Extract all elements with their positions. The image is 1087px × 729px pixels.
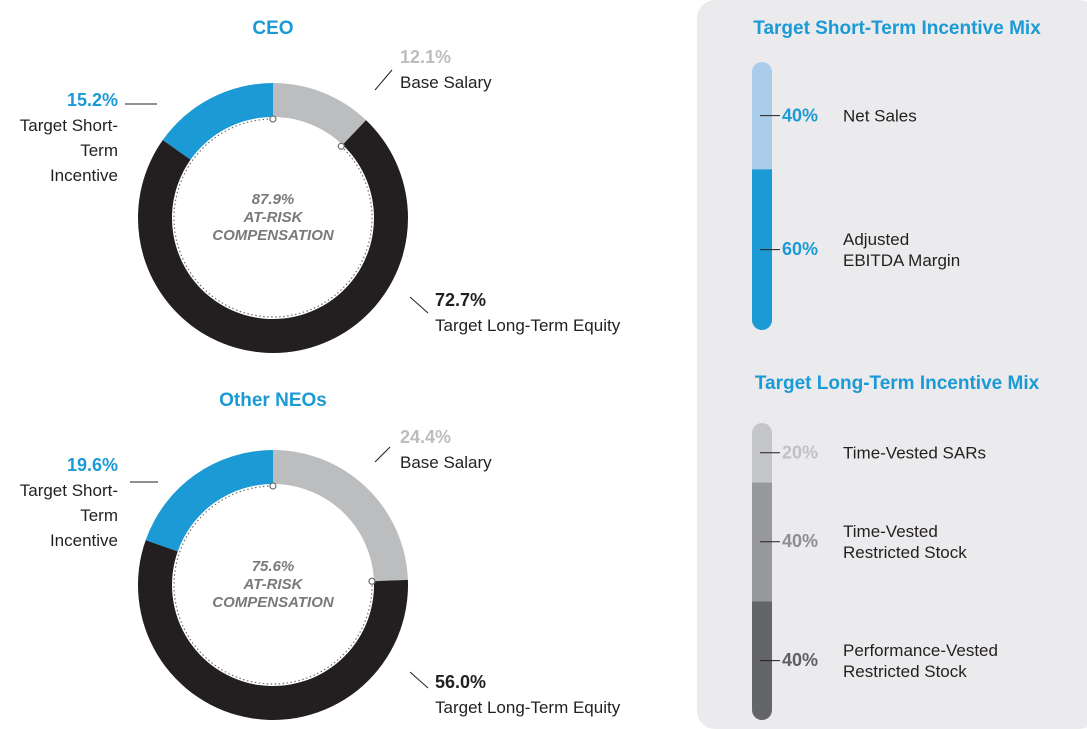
series-name: Adjusted EBITDA Margin (843, 229, 961, 270)
series-name: Net Sales (843, 106, 917, 126)
category-label: Target Short-Term Incentive (19, 481, 118, 550)
segment-label: 40% Time-Vested Restricted Stock (782, 521, 1018, 563)
value-label: 15.2% (66, 90, 118, 110)
value-label: 56.0% (435, 672, 487, 692)
category-label: Target Long-Term Equity (435, 316, 621, 335)
donut-segment (273, 83, 367, 145)
segment-label: 56.0% Target Long-Term Equity (435, 670, 620, 720)
chart-title: CEO (252, 18, 294, 39)
segment-label: 40% Net Sales (782, 105, 963, 126)
leader-line (409, 296, 429, 314)
category-label: Base Salary (400, 73, 492, 92)
segment-label: 72.7% Target Long-Term Equity (435, 288, 620, 338)
segment-label: 60% Adjusted EBITDA Margin (782, 229, 963, 271)
segment-label: 15.2% Target Short-Term Incentive (18, 88, 118, 188)
arc-end (368, 577, 376, 585)
stacked-bar (752, 62, 772, 330)
segment-label: 20% Time-Vested SARs (782, 442, 1018, 463)
donut-segment (273, 450, 408, 582)
center-value: 75.6% (251, 558, 295, 575)
value-label: 72.7% (435, 290, 487, 310)
segment-label: 19.6% Target Short-Term Incentive (18, 453, 118, 553)
center-text: AT-RISK COMPENSATION (212, 209, 334, 244)
value-label: 40% (782, 650, 819, 671)
arc-end (337, 142, 345, 150)
chart-title: Other NEOs (219, 390, 327, 411)
value-label: 12.1% (400, 47, 452, 67)
arc-end (269, 482, 277, 490)
at-risk-arc (173, 118, 373, 318)
value-label: 40% (782, 531, 819, 552)
stacked-bar (752, 423, 772, 720)
category-label: Base Salary (400, 453, 492, 472)
value-label: 20% (782, 442, 819, 463)
segment-label: 12.1% Base Salary (400, 45, 492, 95)
series-name: Performance-Vested Restricted Stock (843, 640, 998, 681)
center-label: 75.6% AT-RISK COMPENSATION (198, 558, 348, 612)
center-text: AT-RISK COMPENSATION (212, 576, 334, 611)
at-risk-arc (173, 485, 373, 685)
donut-segment (162, 83, 273, 160)
leader-line (409, 671, 429, 689)
segment-label: 40% Performance-Vested Restricted Stock (782, 640, 1018, 682)
category-label: Target Short-Term Incentive (19, 116, 118, 185)
leader-line (374, 69, 393, 91)
center-label: 87.9% AT-RISK COMPENSATION (198, 191, 348, 245)
chart-title: Target Short-Term Incentive Mix (753, 18, 1041, 39)
arc-end (269, 115, 277, 123)
series-name: Time-Vested SARs (843, 443, 986, 463)
chart-title: Target Long-Term Incentive Mix (754, 373, 1040, 394)
center-value: 87.9% (251, 191, 295, 208)
leader-line (374, 446, 391, 463)
donut-segment (138, 540, 409, 720)
value-label: 60% (782, 239, 819, 260)
value-label: 40% (782, 105, 819, 126)
series-name: Time-Vested Restricted Stock (843, 521, 967, 562)
donut-segment (145, 450, 273, 552)
value-label: 24.4% (400, 427, 452, 447)
value-label: 19.6% (66, 455, 118, 475)
segment-label: 24.4% Base Salary (400, 425, 492, 475)
donut-segment (138, 120, 409, 353)
category-label: Target Long-Term Equity (435, 698, 621, 717)
side-panel (697, 0, 1087, 729)
